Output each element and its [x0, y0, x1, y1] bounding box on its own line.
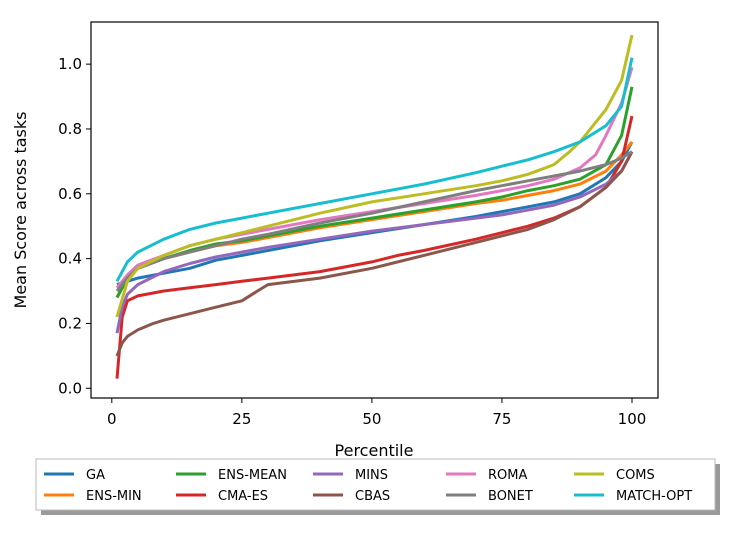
y-tick-label: 0.4	[58, 250, 82, 268]
legend-frame	[35, 458, 716, 511]
series-line-bonet	[115, 150, 633, 292]
legend-label-ens-mean: ENS-MEAN	[218, 468, 287, 483]
legend-label-coms: COMS	[616, 468, 655, 483]
y-tick-label: 1.0	[58, 55, 82, 73]
series-line-cbas	[115, 150, 634, 357]
y-tick-label: 0.2	[58, 314, 82, 332]
y-axis-label: Mean Score across tasks	[11, 112, 30, 309]
legend-label-roma: ROMA	[488, 468, 527, 483]
x-tick-label: 100	[618, 410, 647, 428]
series-line-match-opt	[115, 57, 634, 283]
legend-label-cma-es: CMA-ES	[218, 489, 268, 504]
y-tick-label: 0.8	[58, 120, 82, 138]
y-tick-label: 0.6	[58, 185, 82, 203]
legend-label-ens-min: ENS-MIN	[86, 489, 142, 504]
legend-label-match-opt: MATCH-OPT	[616, 489, 692, 504]
legend-items: GA ENS-MIN ENS-MEAN CMA-ES MINS CBAS ROMA BONET…	[44, 468, 692, 504]
plot-frame	[90, 21, 659, 399]
x-tick-label: 75	[492, 410, 511, 428]
x-tick-label: 25	[232, 410, 251, 428]
y-ticks: 0.0 0.2 0.4 0.6 0.8 1.0	[58, 55, 91, 397]
series-layer	[115, 34, 634, 379]
legend-label-cbas: CBAS	[355, 489, 390, 504]
x-tick-label: 0	[107, 410, 117, 428]
series-line-mins	[115, 150, 634, 334]
legend: GA ENS-MIN ENS-MEAN CMA-ES MINS CBAS ROMA BONET…	[35, 458, 720, 515]
legend-label-ga: GA	[86, 468, 105, 483]
x-axis-label: Percentile	[335, 441, 414, 460]
y-tick-label: 0.0	[58, 379, 82, 397]
x-tick-label: 50	[362, 410, 381, 428]
x-ticks: 0 25 50 75 100	[107, 398, 646, 428]
legend-label-mins: MINS	[355, 468, 388, 483]
legend-label-bonet: BONET	[488, 489, 533, 504]
